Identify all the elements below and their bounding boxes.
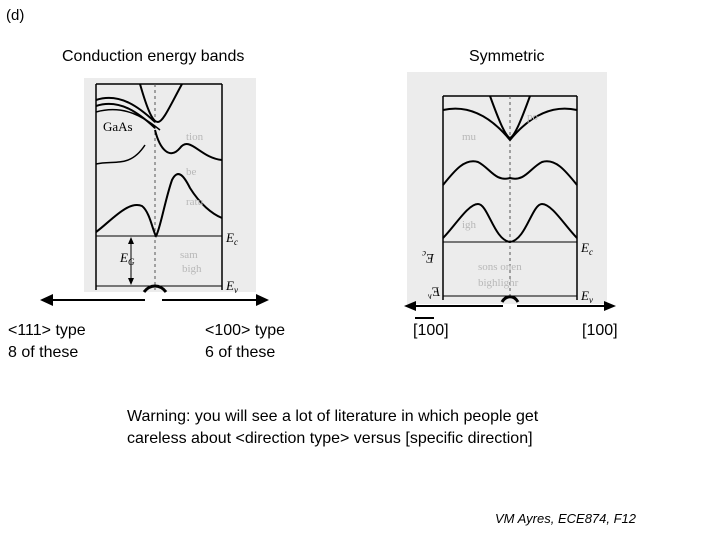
left-valence-bump xyxy=(142,284,168,293)
panel-tag: (d) xyxy=(6,7,25,24)
direction-100-label: <100> type 6 of these xyxy=(205,320,285,364)
left-upper-band-b xyxy=(95,102,156,129)
direction-111-line2: 8 of these xyxy=(8,344,79,361)
svg-text:bighlighr: bighlighr xyxy=(478,277,519,289)
right-mirrored-ev-label: Ev xyxy=(428,284,441,301)
left-band-figure: tion be ratu sam bigh GaAs Ec EG Ev xyxy=(84,78,256,295)
direction-100-line1: <100> type xyxy=(205,322,286,339)
left-ev-label: Ev xyxy=(225,278,238,295)
left-ec-label: Ec xyxy=(225,230,238,247)
left-upper-band-a xyxy=(95,96,156,123)
positive-100-label: [100] xyxy=(582,322,618,339)
left-material-label: GaAs xyxy=(103,119,133,134)
warning-text: Warning: you will see a lot of literatur… xyxy=(127,406,538,450)
right-upper-band-a xyxy=(442,107,578,142)
left-upper-band-c xyxy=(95,108,161,131)
left-scan-texture: tion be ratu sam bigh xyxy=(180,131,204,275)
right-gamma-upper-band xyxy=(489,95,531,140)
right-mirrored-ec-label: Ec xyxy=(422,249,435,266)
svg-text:Ev: Ev xyxy=(428,284,441,301)
svg-text:igh: igh xyxy=(462,219,477,231)
direction-100-line2: 6 of these xyxy=(205,344,276,361)
arrow-100-head xyxy=(256,294,269,306)
svg-text:Ec: Ec xyxy=(422,249,435,266)
svg-text:ratu: ratu xyxy=(186,196,204,208)
arrow-111-head xyxy=(40,294,53,306)
svg-text:bigh: bigh xyxy=(182,263,202,275)
left-eg-arrowhead-up xyxy=(128,237,134,244)
right-figure-title: Symmetric xyxy=(469,48,545,65)
svg-text:sons onen: sons onen xyxy=(478,261,522,273)
negative-100-label: [100] xyxy=(413,322,449,339)
right-ev-label: Ev xyxy=(580,288,593,305)
direction-arrows xyxy=(40,294,616,311)
warning-line1: Warning: you will see a lot of literatur… xyxy=(127,408,539,425)
direction-111-line1: <111> type xyxy=(8,322,86,339)
left-figure-title: Conduction energy bands xyxy=(62,48,245,65)
left-eg-label: EG xyxy=(119,250,135,267)
svg-text:be: be xyxy=(186,166,197,178)
svg-text:mu: mu xyxy=(462,131,477,143)
right-middle-band xyxy=(442,160,578,186)
direction-111-label: <111> type 8 of these xyxy=(8,320,86,364)
arrow-neg-100-head xyxy=(404,301,416,311)
negative-direction-overline xyxy=(415,317,434,319)
footer-credit: VM Ayres, ECE874, F12 xyxy=(495,511,637,526)
right-scan-texture: po mu igh sons onen bighlighr xyxy=(462,111,539,289)
right-ec-label: Ec xyxy=(580,240,593,257)
right-figure-scan-background xyxy=(407,72,607,304)
left-eg-arrowhead-down xyxy=(128,278,134,285)
warning-line2: careless about <direction type> versus [… xyxy=(127,430,533,447)
right-band-figure: po mu igh sons onen bighlighr Ec Ev Ec E… xyxy=(407,72,607,305)
left-lowest-conduction-band xyxy=(95,173,223,238)
left-middle-band-l xyxy=(95,144,146,165)
svg-text:sam: sam xyxy=(180,249,198,261)
svg-text:tion: tion xyxy=(186,131,204,143)
right-valence-bump xyxy=(500,295,520,303)
left-middle-band xyxy=(154,129,223,161)
left-gamma-upper-band xyxy=(139,83,183,124)
svg-text:po: po xyxy=(527,111,539,123)
arrow-pos-100-head xyxy=(604,301,616,311)
